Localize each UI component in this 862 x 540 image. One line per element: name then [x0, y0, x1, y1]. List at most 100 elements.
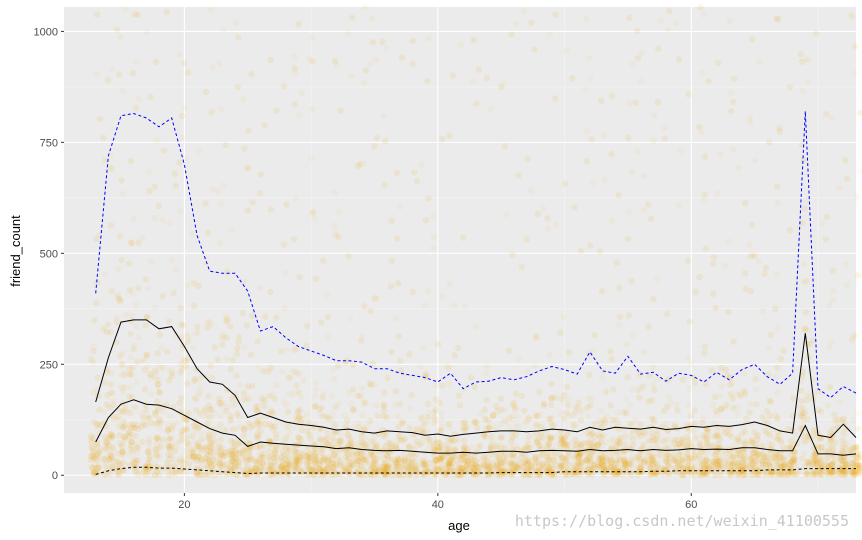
scatter-point — [794, 466, 801, 473]
scatter-point — [684, 467, 691, 474]
scatter-point — [721, 446, 729, 454]
scatter-point — [168, 256, 175, 263]
scatter-point — [218, 105, 225, 113]
scatter-point — [598, 461, 605, 468]
scatter-point — [350, 386, 357, 393]
scatter-point — [293, 460, 300, 467]
scatter-point — [741, 441, 749, 448]
scatter-point — [563, 409, 570, 416]
scatter-point — [419, 469, 426, 476]
scatter-point — [812, 449, 820, 457]
scatter-point — [129, 290, 136, 297]
scatter-point — [189, 230, 196, 237]
scatter-point — [197, 384, 204, 391]
scatter-point — [524, 438, 531, 445]
scatter-point — [398, 448, 405, 455]
scatter-point — [828, 114, 835, 122]
scatter-point — [742, 445, 749, 452]
scatter-point — [203, 471, 210, 478]
major-gridlines — [64, 7, 856, 493]
scatter-point — [127, 354, 134, 361]
scatter-point — [616, 459, 623, 466]
scatter-point — [180, 460, 187, 467]
scatter-point — [154, 434, 161, 441]
scatter-point — [119, 190, 127, 198]
scatter-point — [324, 333, 332, 341]
scatter-point — [705, 467, 712, 474]
scatter-point — [381, 470, 389, 477]
scatter-point — [823, 448, 830, 455]
scatter-point — [855, 272, 862, 279]
scatter-point — [704, 440, 711, 448]
scatter-point — [701, 451, 709, 458]
scatter-point — [246, 456, 254, 464]
scatter-point — [434, 466, 442, 473]
scatter-point — [629, 436, 636, 444]
scatter-point — [813, 450, 820, 457]
scatter-point — [227, 412, 234, 420]
scatter-point — [130, 424, 138, 432]
scatter-point — [629, 386, 636, 393]
scatter-point — [553, 443, 560, 450]
scatter-point — [256, 284, 264, 292]
scatter-point — [366, 380, 374, 387]
scatter-point — [358, 385, 365, 392]
scatter-point — [189, 452, 196, 460]
scatter-point — [165, 468, 172, 475]
scatter-point — [738, 472, 745, 479]
scatter-point — [374, 441, 381, 449]
scatter-point — [373, 442, 381, 450]
scatter-point — [257, 451, 264, 458]
scatter-point — [194, 443, 201, 450]
scatter-point — [367, 466, 374, 473]
scatter-point — [394, 235, 401, 242]
scatter-point — [118, 371, 125, 378]
scatter-point — [609, 471, 616, 479]
scatter-point — [141, 366, 148, 374]
scatter-point — [163, 9, 171, 16]
scatter-point — [130, 215, 138, 222]
scatter-point — [270, 451, 277, 459]
scatter-point — [125, 451, 132, 458]
scatter-point — [809, 460, 817, 467]
scatter-point — [363, 441, 370, 448]
scatter-point — [548, 401, 555, 409]
scatter-point — [330, 366, 337, 373]
scatter-point — [629, 463, 636, 470]
scatter-point — [358, 433, 365, 440]
scatter-point — [370, 454, 377, 461]
scatter-point — [166, 366, 173, 374]
scatter-point — [830, 471, 838, 479]
scatter-point — [436, 439, 443, 446]
scatter-point — [449, 445, 457, 452]
scatter-point — [391, 466, 398, 474]
scatter-point — [664, 452, 671, 459]
scatter-point — [154, 405, 161, 412]
scatter-point — [145, 448, 152, 456]
scatter-point — [637, 463, 644, 470]
scatter-point — [207, 6, 214, 13]
scatter-point — [232, 19, 239, 26]
scatter-point — [185, 450, 192, 458]
scatter-point — [322, 456, 330, 464]
scatter-point — [354, 452, 361, 459]
scatter-point — [810, 460, 817, 468]
scatter-point — [329, 411, 336, 418]
scatter-point — [156, 455, 163, 462]
scatter-point — [240, 432, 248, 439]
scatter-point — [180, 453, 187, 460]
scatter-point — [230, 439, 237, 446]
scatter-point — [177, 208, 185, 215]
scatter-point — [840, 463, 848, 470]
scatter-point — [601, 416, 608, 424]
scatter-point — [512, 20, 520, 27]
scatter-point — [254, 423, 262, 430]
scatter-point — [438, 410, 445, 417]
scatter-point — [561, 466, 569, 473]
scatter-point — [280, 241, 288, 248]
scatter-point — [761, 471, 768, 479]
scatter-point — [838, 457, 845, 464]
scatter-point — [283, 201, 290, 208]
scatter-point — [653, 435, 660, 442]
scatter-point — [419, 345, 426, 352]
